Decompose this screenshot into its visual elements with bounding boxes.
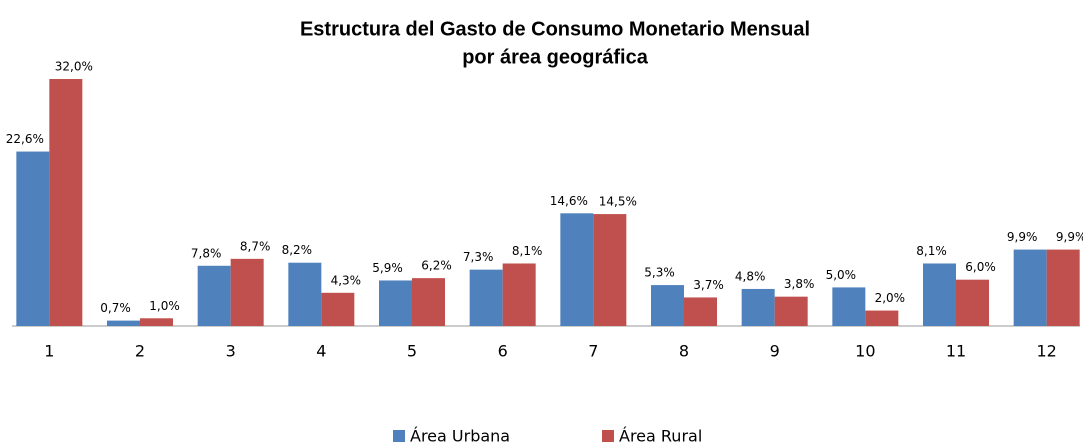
bar xyxy=(1013,249,1047,326)
legend-label: Área Urbana xyxy=(410,427,510,445)
chart-subtitle: por área geográfica xyxy=(462,46,649,68)
x-tick-label: 2 xyxy=(135,342,145,361)
x-tick-label: 3 xyxy=(226,342,236,361)
data-label: 0,7% xyxy=(100,301,131,315)
data-label: 7,3% xyxy=(463,250,494,264)
bar xyxy=(684,297,717,326)
data-label: 32,0% xyxy=(55,60,93,74)
data-label: 2,0% xyxy=(875,291,906,305)
bar xyxy=(956,279,989,326)
data-label: 5,0% xyxy=(826,268,857,282)
bar xyxy=(1046,249,1080,326)
data-label: 3,7% xyxy=(693,278,724,292)
bar xyxy=(560,213,594,326)
bar xyxy=(49,79,83,326)
bar xyxy=(230,258,264,326)
bar xyxy=(321,292,355,326)
data-label: 6,2% xyxy=(421,259,452,273)
data-label: 9,9% xyxy=(1056,230,1083,244)
x-tick-label: 5 xyxy=(407,342,417,361)
data-label: 5,9% xyxy=(372,261,403,275)
data-label: 4,8% xyxy=(735,269,766,283)
x-tick-label: 8 xyxy=(679,342,689,361)
x-tick-label: 9 xyxy=(770,342,780,361)
data-label: 5,3% xyxy=(644,266,675,280)
x-tick-label: 1 xyxy=(44,342,54,361)
data-label: 8,1% xyxy=(916,244,947,258)
legend-swatch xyxy=(393,430,405,442)
bar xyxy=(197,265,231,326)
bar xyxy=(140,318,173,326)
x-tick-label: 6 xyxy=(498,342,508,361)
x-tick-label: 12 xyxy=(1036,342,1056,361)
x-tick-label: 10 xyxy=(855,342,875,361)
data-label: 14,5% xyxy=(599,195,637,209)
x-tick-label: 11 xyxy=(946,342,966,361)
data-label: 9,9% xyxy=(1007,230,1038,244)
bar xyxy=(288,262,322,326)
bar xyxy=(593,214,627,326)
bar xyxy=(16,151,50,326)
bar xyxy=(865,310,899,326)
chart-title: Estructura del Gasto de Consumo Monetari… xyxy=(300,18,810,40)
legend-swatch xyxy=(602,430,614,442)
bar xyxy=(923,263,956,326)
data-label: 8,1% xyxy=(512,244,543,258)
bar xyxy=(651,285,684,326)
data-label: 22,6% xyxy=(6,132,44,146)
bar xyxy=(469,269,503,326)
bar xyxy=(741,288,775,326)
data-label: 14,6% xyxy=(550,194,588,208)
bar xyxy=(412,278,445,326)
bar xyxy=(107,320,140,326)
data-label: 6,0% xyxy=(965,260,996,274)
data-label: 7,8% xyxy=(191,246,222,260)
bar xyxy=(379,280,412,326)
legend-label: Área Rural xyxy=(619,427,702,445)
data-label: 1,0% xyxy=(149,299,180,313)
bar xyxy=(502,263,536,326)
x-tick-label: 7 xyxy=(588,342,598,361)
bar xyxy=(832,287,866,326)
data-label: 3,8% xyxy=(784,277,815,291)
bar xyxy=(774,296,808,326)
data-label: 8,2% xyxy=(282,243,313,257)
data-label: 8,7% xyxy=(240,239,271,253)
x-tick-label: 4 xyxy=(316,342,326,361)
data-label: 4,3% xyxy=(331,273,362,287)
